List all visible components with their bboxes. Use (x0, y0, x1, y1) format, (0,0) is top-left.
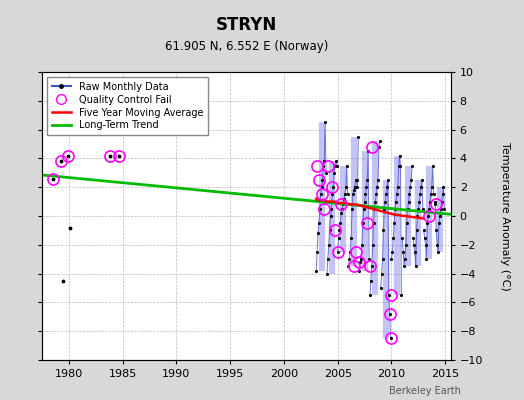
Legend: Raw Monthly Data, Quality Control Fail, Five Year Moving Average, Long-Term Tren: Raw Monthly Data, Quality Control Fail, … (47, 77, 208, 135)
Text: 61.905 N, 6.552 E (Norway): 61.905 N, 6.552 E (Norway) (165, 40, 328, 53)
Y-axis label: Temperature Anomaly (°C): Temperature Anomaly (°C) (500, 142, 510, 290)
Text: STRYN: STRYN (216, 16, 277, 34)
Text: Berkeley Earth: Berkeley Earth (389, 386, 461, 396)
